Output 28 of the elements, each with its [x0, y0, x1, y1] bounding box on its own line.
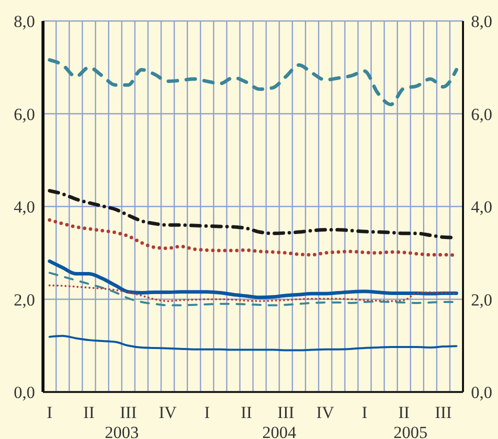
y2-tick-label: 8,0	[471, 12, 492, 32]
y-tick-label: 6,0	[14, 104, 35, 124]
y2-tick-label: 6,0	[471, 104, 492, 124]
line-series	[48, 259, 458, 300]
line-series	[48, 334, 458, 352]
y2-tick-label: 4,0	[471, 198, 492, 217]
line-series	[48, 284, 458, 302]
x-tick-label: I	[46, 403, 53, 422]
x-tick-label: II	[240, 403, 252, 422]
x-tick-label: IV	[158, 403, 178, 422]
x-tick-label: III	[120, 403, 138, 422]
y-tick-label: 0,0	[14, 383, 35, 402]
y2-tick-label: 0,0	[471, 383, 492, 402]
x-tick-label: IV	[316, 403, 335, 422]
y2-tick-label: 2,0	[471, 290, 492, 310]
text: 2005	[394, 423, 428, 439]
x-tick-label: I	[204, 403, 210, 422]
y-tick-label: 2,0	[14, 290, 35, 310]
text: 2004	[262, 423, 297, 439]
x-tick-label: II	[398, 403, 410, 422]
x-tick-label: I	[362, 403, 368, 422]
line-series	[48, 58, 458, 106]
y-tick-label: 4,0	[14, 198, 35, 217]
text: 2003	[104, 423, 139, 439]
x-tick-label: III	[434, 403, 452, 422]
x-tick-label: III	[277, 403, 295, 422]
x-tick-label: II	[83, 403, 95, 422]
y-tick-label: 8,0	[14, 12, 35, 32]
